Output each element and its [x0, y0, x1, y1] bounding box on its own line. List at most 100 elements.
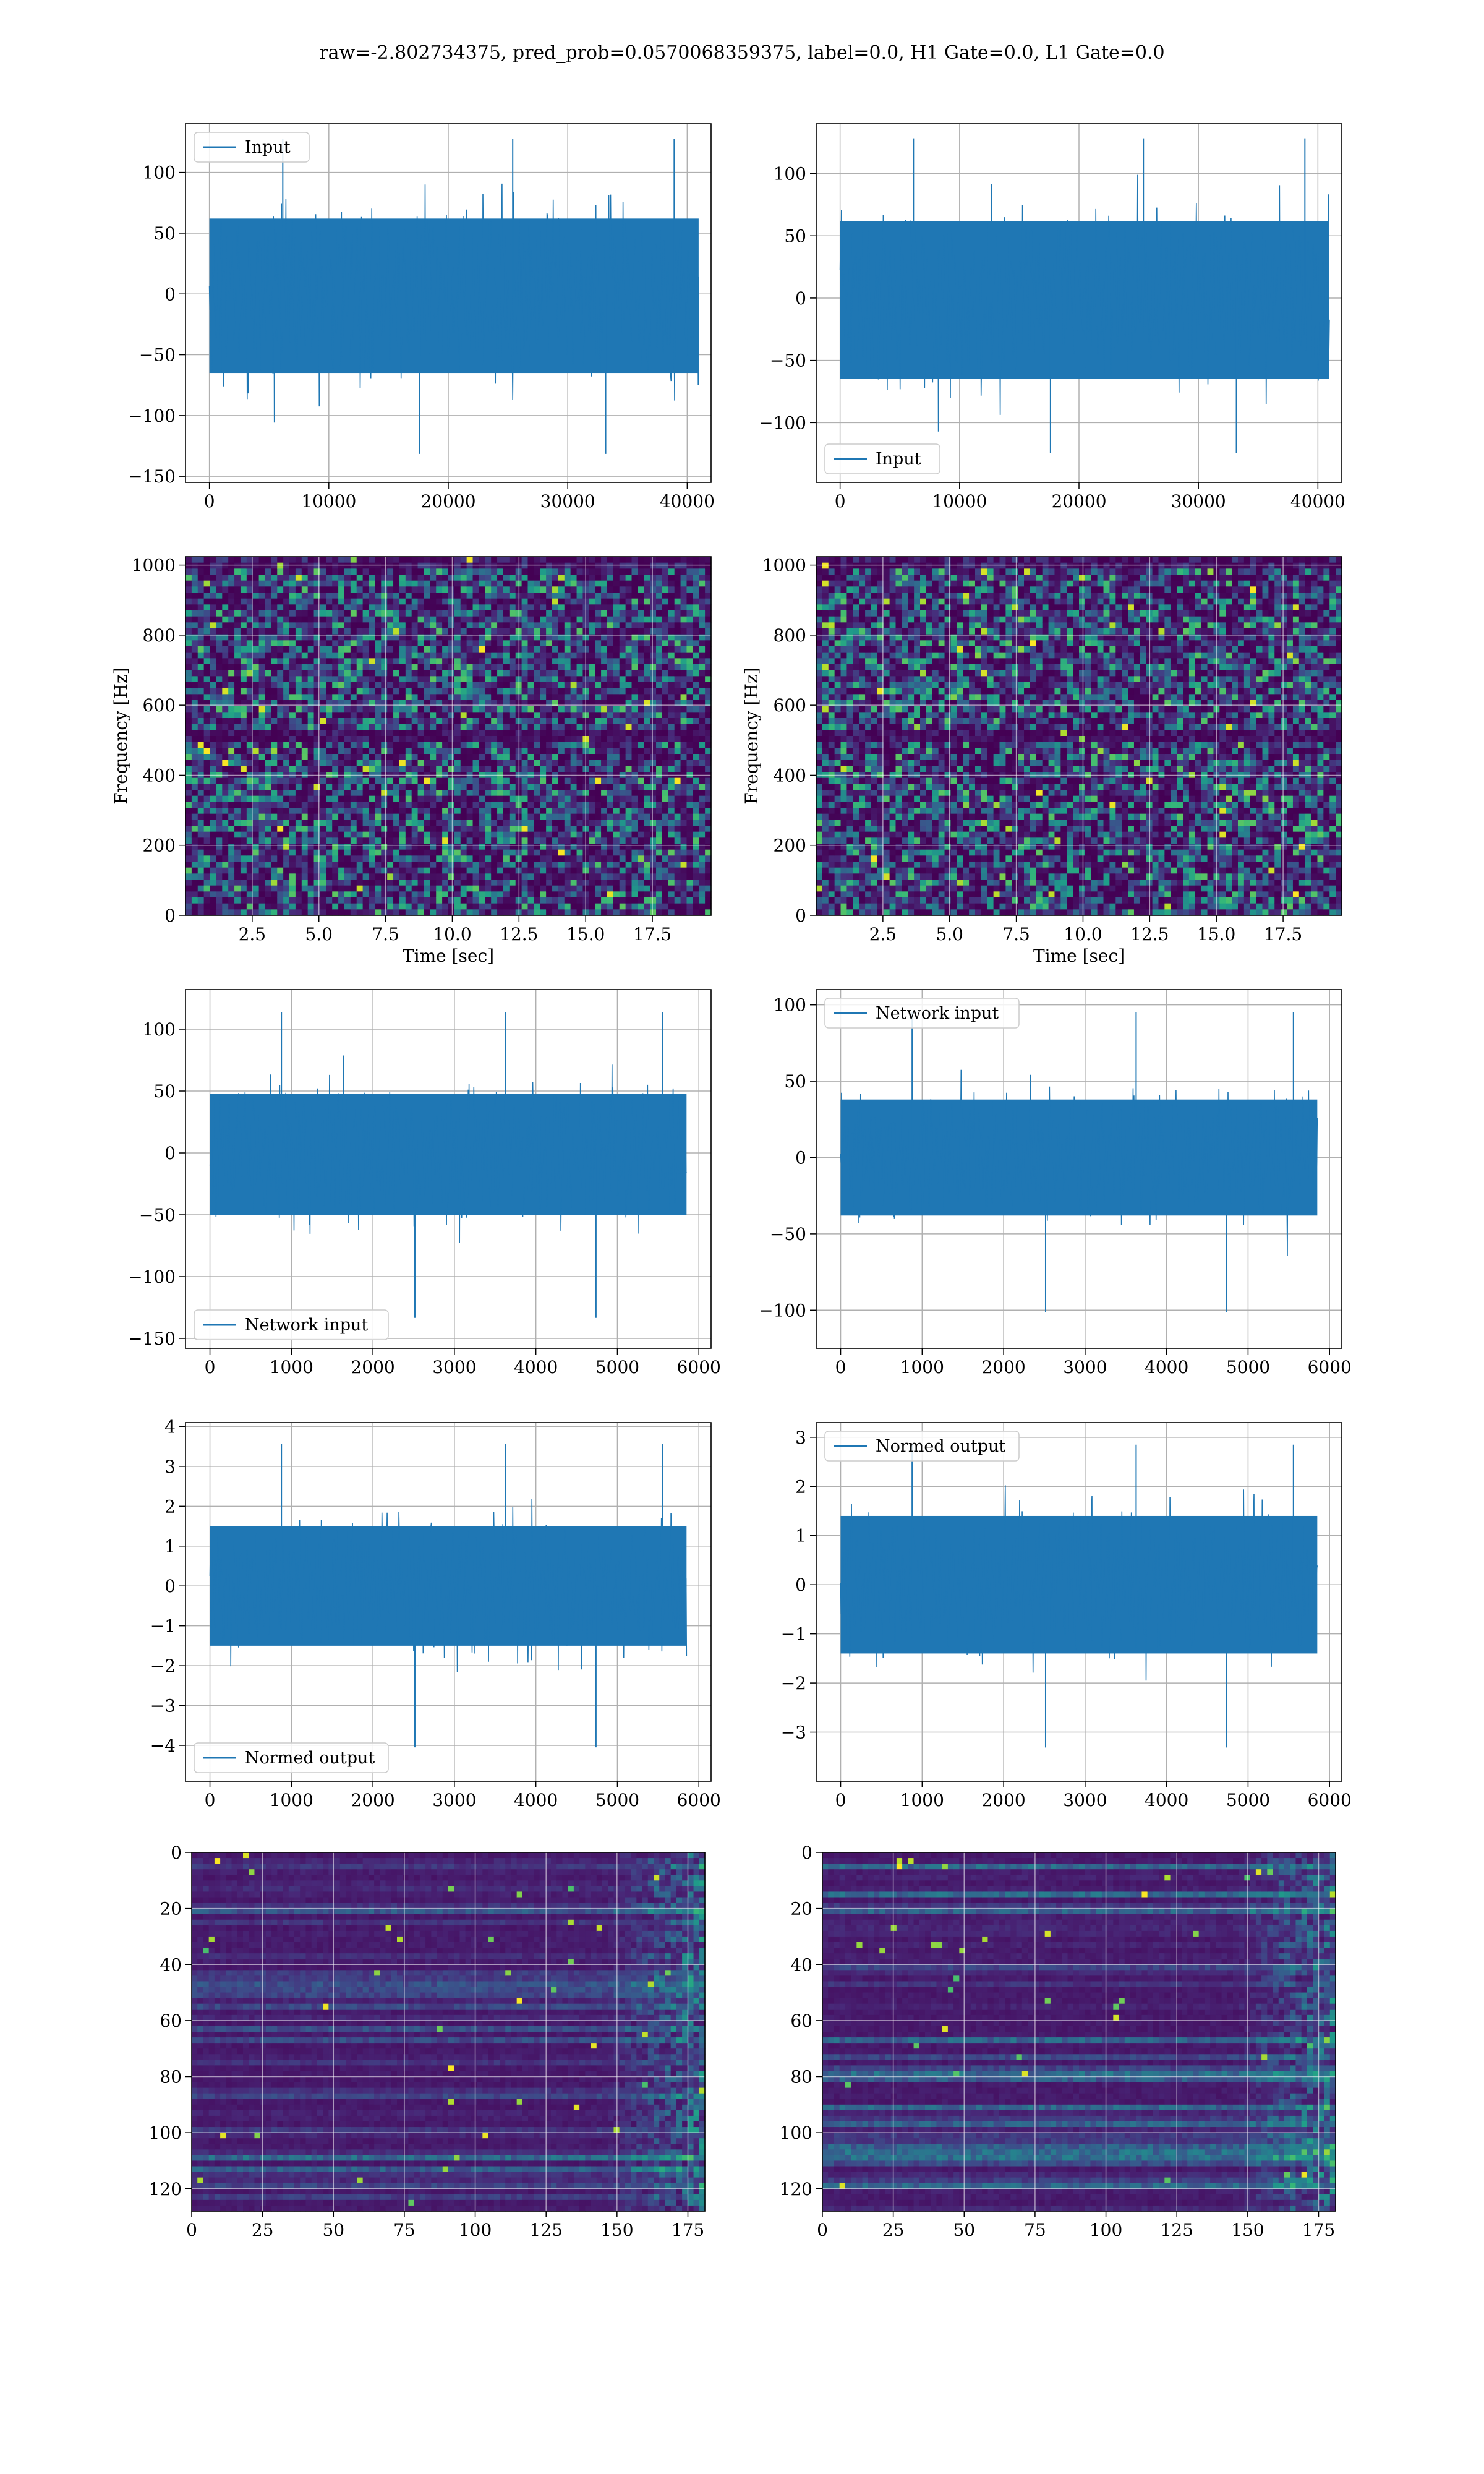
heatmap-cell: [577, 886, 583, 892]
heatmap-cell: [241, 706, 247, 713]
heatmap-cell: [326, 904, 332, 910]
heatmap-cell: [656, 814, 662, 820]
heatmap-cell: [326, 640, 332, 646]
heatmap-cell: [234, 653, 241, 659]
heatmap-cell: [442, 754, 448, 760]
heatmap-cell: [332, 748, 338, 754]
heatmap-cell: [283, 682, 289, 688]
heatmap-cell: [302, 784, 308, 790]
heatmap-cell: [510, 736, 516, 742]
heatmap-cell: [497, 676, 503, 682]
chart-input-h1: 0 10000 20000 30000 40000−150−100−50050100In…: [128, 124, 715, 511]
heatmap-cell: [308, 778, 314, 784]
heatmap-cell: [430, 826, 436, 832]
heatmap-cell: [565, 568, 571, 575]
heatmap-cell: [454, 610, 461, 617]
heatmap-cell: [406, 593, 412, 599]
heatmap-cell: [228, 754, 234, 760]
heatmap-cell: [442, 736, 448, 742]
heatmap-cell: [473, 832, 479, 838]
heatmap-cell: [491, 604, 497, 610]
heatmap-cell: [473, 868, 479, 874]
heatmap-cell: [289, 748, 296, 754]
heatmap-cell: [607, 790, 613, 796]
heatmap-cell: [369, 694, 375, 700]
heatmap-cell: [601, 855, 607, 862]
heatmap-cell: [632, 670, 638, 677]
legend-label: Input: [245, 138, 291, 157]
heatmap-cell: [540, 880, 546, 886]
heatmap-cell: [265, 909, 271, 915]
heatmap-cell: [320, 904, 326, 910]
heatmap-cell: [662, 706, 668, 713]
heatmap-cell: [558, 730, 565, 736]
heatmap-cell: [503, 802, 510, 808]
heatmap-cell: [375, 868, 381, 874]
heatmap-cell: [289, 796, 296, 802]
heatmap-cell: [522, 586, 528, 593]
heatmap-cell: [656, 832, 662, 838]
heatmap-cell: [271, 862, 277, 868]
heatmap-cell: [326, 754, 332, 760]
heatmap-cell: [595, 718, 601, 724]
heatmap-cell: [552, 873, 558, 880]
heatmap-cell: [461, 724, 467, 730]
heatmap-cell: [540, 897, 546, 904]
heatmap-cell: [607, 599, 613, 605]
heatmap-cell: [668, 628, 675, 635]
heatmap-cell: [393, 868, 399, 874]
heatmap-cell: [393, 754, 399, 760]
heatmap-cell: [289, 670, 296, 677]
heatmap-cell: [332, 790, 338, 796]
heatmap-cell: [302, 568, 308, 575]
heatmap-cell: [259, 760, 265, 766]
heatmap-cell: [198, 736, 204, 742]
heatmap-cell: [595, 563, 601, 569]
heatmap-cell: [234, 754, 241, 760]
heatmap-cell: [326, 844, 332, 850]
heatmap-cell: [607, 694, 613, 700]
heatmap-cell: [399, 575, 406, 581]
heatmap-cell: [491, 610, 497, 617]
heatmap-cell: [308, 766, 314, 772]
heatmap-cell: [681, 784, 687, 790]
heatmap-cell: [234, 790, 241, 796]
heatmap-cell: [369, 628, 375, 635]
heatmap-cell: [620, 891, 626, 897]
heatmap-cell: [436, 814, 442, 820]
heatmap-cell: [467, 557, 473, 563]
heatmap-cell: [595, 628, 601, 635]
heatmap-cell: [412, 760, 418, 766]
heatmap-cell: [571, 724, 577, 730]
heatmap-cell: [265, 802, 271, 808]
heatmap-cell: [510, 826, 516, 832]
heatmap-cell: [473, 599, 479, 605]
heatmap-cell: [613, 599, 620, 605]
heatmap-cell: [332, 617, 338, 623]
heatmap-cell: [363, 658, 369, 664]
heatmap-cell: [338, 688, 344, 695]
heatmap-cell: [454, 868, 461, 874]
heatmap-cell: [527, 712, 534, 718]
heatmap-cell: [503, 778, 510, 784]
heatmap-cell: [510, 617, 516, 623]
heatmap-cell: [522, 873, 528, 880]
heatmap-cell: [338, 568, 344, 575]
heatmap-cell: [565, 844, 571, 850]
heatmap-cell: [448, 886, 454, 892]
heatmap-cell: [546, 886, 552, 892]
heatmap-cell: [302, 897, 308, 904]
heatmap-cell: [442, 760, 448, 766]
heatmap-cell: [540, 706, 546, 713]
heatmap-cell: [607, 796, 613, 802]
heatmap-cell: [228, 724, 234, 730]
heatmap-cell: [668, 748, 675, 754]
heatmap-cell: [351, 557, 357, 563]
heatmap-cell: [241, 796, 247, 802]
heatmap-cell: [491, 646, 497, 653]
heatmap-cell: [302, 617, 308, 623]
heatmap-cell: [283, 868, 289, 874]
heatmap-cell: [558, 640, 565, 646]
heatmap-cell: [387, 814, 393, 820]
heatmap-cell: [522, 802, 528, 808]
